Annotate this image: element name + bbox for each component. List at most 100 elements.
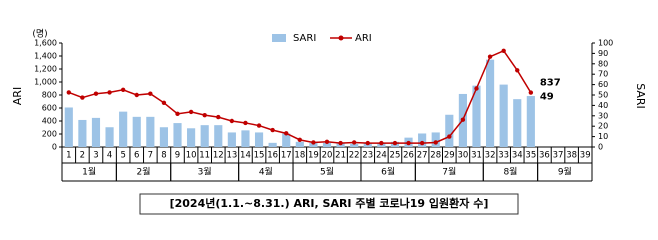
- marker: [379, 140, 384, 146]
- legend-marker: [338, 35, 344, 41]
- marker: [66, 90, 71, 95]
- y2-tick-label: 90: [598, 49, 608, 58]
- y2-tick-label: 100: [598, 39, 613, 48]
- y-tick-label: 400: [42, 117, 57, 126]
- marker: [216, 114, 221, 120]
- marker: [202, 112, 207, 118]
- bar: [350, 143, 359, 147]
- x-tick-label: 38: [566, 151, 577, 161]
- bar: [431, 132, 440, 147]
- marker: [80, 95, 85, 100]
- marker: [515, 68, 520, 73]
- x-tick-label: 19: [308, 151, 319, 161]
- x-tick-label: 29: [444, 151, 455, 161]
- bar: [227, 132, 236, 147]
- bar: [64, 107, 73, 147]
- month-label: 1월: [82, 166, 96, 178]
- bar: [146, 116, 155, 147]
- marker: [188, 109, 194, 115]
- caption: [2024년(1.1.~8.31.) ARI, SARI 주별 코로나19 입원…: [170, 196, 489, 210]
- bar: [526, 96, 535, 147]
- x-tick-label: 7: [148, 151, 153, 161]
- marker: [392, 140, 398, 146]
- marker: [351, 140, 357, 145]
- marker: [447, 134, 452, 139]
- y2-tick-label: 80: [598, 59, 608, 68]
- x-tick-label: 23: [362, 151, 373, 161]
- legend-label: ARI: [355, 33, 372, 44]
- x-tick-label: 22: [349, 151, 360, 161]
- data-label: 837: [540, 78, 561, 89]
- y2-tick-label: 10: [598, 132, 608, 141]
- x-tick-label: 25: [390, 151, 401, 161]
- bar: [322, 142, 332, 147]
- y2-tick-label: 50: [598, 91, 608, 100]
- y2-tick-label: 70: [598, 70, 608, 79]
- y-axis-title: ARI: [11, 87, 24, 105]
- y-unit: (명): [32, 29, 47, 40]
- x-tick-label: 32: [485, 151, 496, 161]
- data-label: 49: [540, 92, 554, 103]
- y2-tick-label: 60: [598, 80, 608, 89]
- marker: [161, 100, 167, 106]
- x-tick-label: 30: [457, 151, 468, 161]
- caption-box: [139, 193, 519, 215]
- bar: [499, 84, 508, 147]
- x-tick-label: 11: [199, 151, 210, 161]
- y2-tick-label: 30: [598, 111, 608, 120]
- marker: [433, 140, 438, 145]
- x-tick-label: 39: [580, 151, 591, 161]
- bar: [119, 111, 128, 147]
- y2-tick-label: 40: [598, 101, 608, 110]
- marker: [365, 140, 370, 146]
- x-tick-label: 36: [539, 151, 550, 161]
- bar: [486, 59, 495, 147]
- bar: [309, 142, 318, 147]
- bar: [187, 128, 196, 147]
- marker: [134, 92, 139, 98]
- chart: [2024년(1.1.~8.31.) ARI, SARI 주별 코로나19 입원…: [11, 29, 647, 215]
- bar: [513, 99, 522, 147]
- x-tick-label: 13: [226, 151, 237, 161]
- month-label: 6월: [381, 166, 395, 178]
- x-tick-label: 21: [335, 151, 346, 161]
- marker: [243, 120, 248, 126]
- x-tick-label: 20: [322, 151, 333, 161]
- bar: [472, 85, 481, 147]
- marker: [501, 48, 506, 53]
- marker: [474, 86, 479, 91]
- bar: [254, 132, 264, 147]
- month-label: 4월: [259, 166, 273, 178]
- y-tick-label: 1,200: [34, 65, 57, 74]
- bar: [78, 119, 87, 147]
- bar: [241, 130, 250, 147]
- x-tick-label: 17: [281, 151, 292, 161]
- x-tick-label: 1: [66, 151, 71, 161]
- marker: [419, 140, 425, 146]
- y2-axis-title: SARI: [634, 83, 647, 109]
- bar: [268, 142, 277, 147]
- x-tick-label: 31: [471, 151, 482, 161]
- y-tick-label: 0: [52, 143, 57, 152]
- marker: [324, 139, 330, 144]
- marker: [93, 91, 99, 96]
- month-label: 8월: [503, 166, 517, 178]
- bar: [159, 127, 168, 147]
- month-label: 9월: [558, 166, 572, 178]
- marker: [460, 117, 466, 122]
- bar: [445, 114, 454, 147]
- legend-swatch: [272, 34, 286, 42]
- bar: [173, 123, 182, 147]
- x-tick-label: 15: [254, 151, 265, 161]
- marker: [284, 131, 289, 136]
- x-tick-label: 6: [134, 151, 139, 161]
- x-tick-label: 33: [498, 151, 509, 161]
- marker: [406, 140, 411, 146]
- marker: [487, 54, 493, 59]
- x-tick-label: 3: [93, 151, 98, 161]
- y-tick-label: 1,000: [34, 78, 57, 87]
- y2-tick-label: 20: [598, 122, 608, 131]
- month-label: 7월: [442, 166, 456, 178]
- y-tick-label: 600: [42, 104, 57, 113]
- marker: [107, 90, 112, 95]
